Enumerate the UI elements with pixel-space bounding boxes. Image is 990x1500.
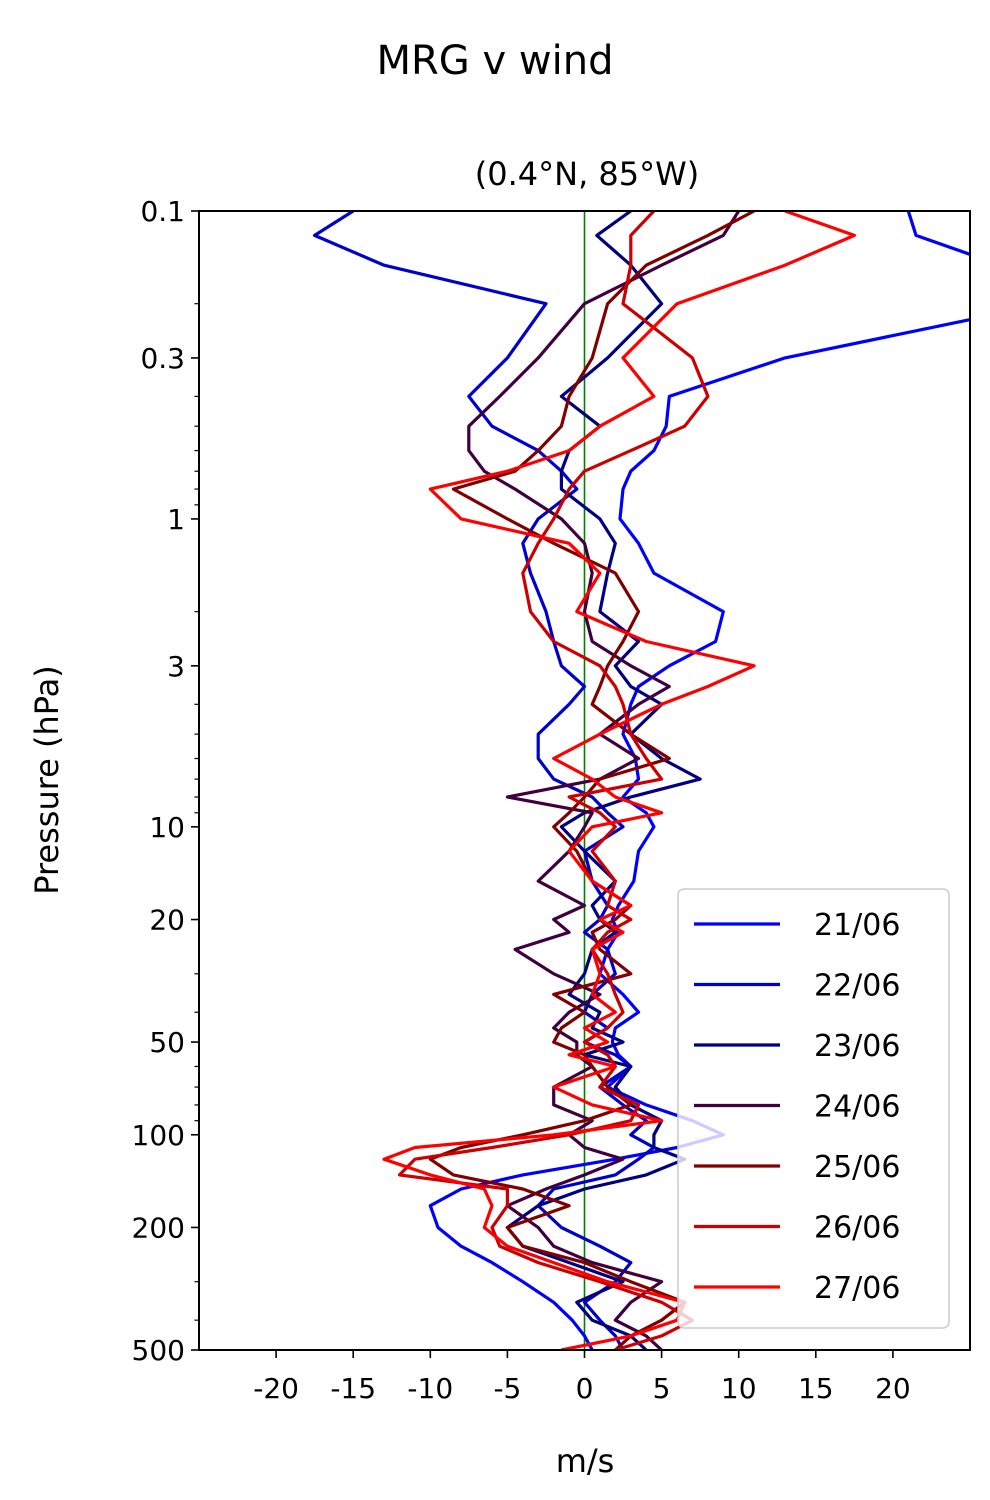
y-axis: 0.1 0.3 1 3 10 20 50 100 200 500 (132, 195, 199, 1367)
y-tick-label: 10 (149, 811, 185, 844)
x-tick-label: -20 (253, 1372, 299, 1405)
y-tick-label: 20 (149, 904, 185, 937)
legend-label: 27/06 (814, 1271, 900, 1306)
x-axis-label: m/s (556, 1442, 615, 1480)
legend-item-0: 21/06 (694, 908, 900, 943)
chart-subtitle: (0.4°N, 85°W) (475, 155, 700, 193)
x-tick-label: 10 (721, 1372, 757, 1405)
x-tick-label: 5 (653, 1372, 671, 1405)
y-tick-label: 0.3 (140, 342, 185, 375)
x-tick-label: 15 (798, 1372, 834, 1405)
legend-label: 26/06 (814, 1211, 900, 1246)
x-axis: -20 -15 -10 -5 0 5 10 15 20 (253, 1350, 911, 1405)
x-tick-label: 20 (875, 1372, 911, 1405)
legend-item-5: 26/06 (694, 1211, 900, 1246)
series-line-4 (428, 211, 755, 1350)
series-line-2 (505, 211, 702, 1350)
y-tick-label: 3 (167, 650, 185, 683)
legend-label: 25/06 (814, 1150, 900, 1185)
legend-item-4: 25/06 (694, 1150, 900, 1185)
y-tick-label: 500 (132, 1334, 185, 1367)
legend-label: 23/06 (814, 1029, 900, 1064)
y-tick-label: 1 (167, 503, 185, 536)
y-tick-label: 200 (132, 1211, 185, 1244)
x-tick-label: -5 (493, 1372, 521, 1405)
y-tick-label: 50 (149, 1026, 185, 1059)
legend-label: 22/06 (814, 969, 900, 1004)
y-axis-label: Pressure (hPa) (28, 665, 66, 895)
legend: 21/06 22/06 23/06 24/06 25/06 26/06 27/06 (677, 888, 950, 1329)
legend-item-3: 24/06 (694, 1090, 900, 1125)
chart-title: MRG v wind (377, 38, 614, 84)
legend-label: 24/06 (814, 1090, 900, 1125)
legend-item-6: 27/06 (694, 1271, 900, 1306)
y-tick-label: 0.1 (140, 195, 185, 228)
y-tick-label: 100 (132, 1119, 185, 1152)
series-line-1 (313, 211, 656, 1350)
legend-item-1: 22/06 (694, 969, 900, 1004)
series-layer (313, 211, 970, 1350)
series-line-6 (382, 211, 857, 1350)
x-tick-label: 0 (576, 1372, 594, 1405)
series-line-3 (467, 211, 741, 1350)
legend-label: 21/06 (814, 908, 900, 943)
legend-box (677, 888, 950, 1329)
x-tick-label: -10 (407, 1372, 453, 1405)
x-tick-label: -15 (330, 1372, 376, 1405)
legend-item-2: 23/06 (694, 1029, 900, 1064)
